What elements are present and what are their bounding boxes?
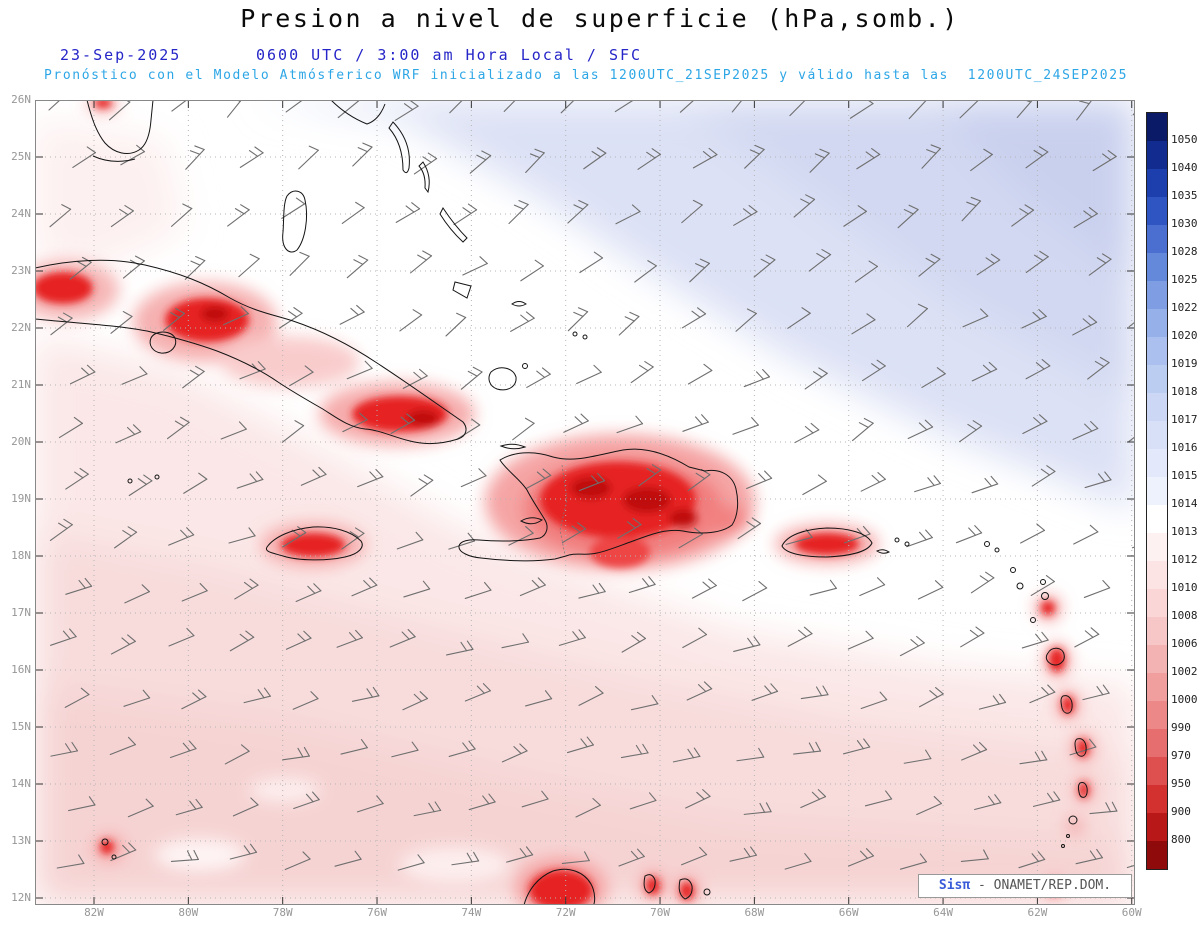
- colorbar-band: [1147, 281, 1167, 309]
- lat-label: 13N: [11, 834, 31, 847]
- pressure-colorbar: [1146, 112, 1168, 870]
- colorbar-label: 1019: [1171, 357, 1198, 370]
- lon-label: 62W: [1027, 906, 1048, 919]
- lon-label: 80W: [178, 906, 199, 919]
- lat-label: 20N: [11, 435, 31, 448]
- lon-label: 78W: [272, 906, 293, 919]
- lat-label: 14N: [11, 777, 31, 790]
- colorbar-label: 1012: [1171, 553, 1198, 566]
- lat-label: 12N: [11, 891, 31, 904]
- colorbar-band: [1147, 421, 1167, 449]
- colorbar-band: [1147, 673, 1167, 701]
- axis-ticks: [35, 100, 1135, 905]
- lat-label: 23N: [11, 264, 31, 277]
- lat-label: 19N: [11, 492, 31, 505]
- lat-label: 21N: [11, 378, 31, 391]
- colorbar-label: 1035: [1171, 189, 1198, 202]
- colorbar-label: 1050: [1171, 133, 1198, 146]
- lat-label: 16N: [11, 663, 31, 676]
- colorbar-band: [1147, 393, 1167, 421]
- colorbar-band: [1147, 169, 1167, 197]
- colorbar-label: 1017: [1171, 413, 1198, 426]
- colorbar-band: [1147, 309, 1167, 337]
- lon-label: 82W: [84, 906, 104, 919]
- watermark-brand: Sisπ: [938, 878, 971, 893]
- colorbar-label: 1006: [1171, 637, 1198, 650]
- colorbar-band: [1147, 225, 1167, 253]
- map-area: [35, 100, 1135, 905]
- colorbar-label: 1020: [1171, 329, 1198, 342]
- lon-label: 70W: [650, 906, 670, 919]
- colorbar-band: [1147, 813, 1167, 841]
- valid-time: 0600 UTC / 3:00 am Hora Local / SFC: [256, 46, 643, 64]
- pressure-shading: [35, 100, 1135, 905]
- colorbar-band: [1147, 365, 1167, 393]
- colorbar-band: [1147, 589, 1167, 617]
- map-frame: [35, 100, 1135, 905]
- colorbar-band: [1147, 729, 1167, 757]
- colorbar-label: 1010: [1171, 581, 1198, 594]
- colorbar-band: [1147, 841, 1167, 869]
- forecast-note: Pronóstico con el Modelo Atmósferico WRF…: [44, 68, 1129, 83]
- colorbar-label: 990: [1171, 721, 1191, 734]
- colorbar-band: [1147, 477, 1167, 505]
- colorbar-label: 1018: [1171, 385, 1198, 398]
- lon-label: 60W: [1121, 906, 1142, 919]
- watermark-org: - ONAMET/REP.DOM.: [970, 878, 1112, 893]
- colorbar-band: [1147, 505, 1167, 533]
- colorbar-label: 1016: [1171, 441, 1198, 454]
- run-date: 23-Sep-2025: [60, 46, 182, 64]
- lat-label: 17N: [11, 606, 31, 619]
- colorbar-bands: [1147, 113, 1167, 869]
- lat-label: 25N: [11, 150, 31, 163]
- colorbar-label: 1028: [1171, 245, 1198, 258]
- lon-label: 72W: [555, 906, 576, 919]
- grid-lines: [35, 100, 1135, 905]
- colorbar-label: 1025: [1171, 273, 1198, 286]
- colorbar-band: [1147, 113, 1167, 141]
- colorbar-label: 900: [1171, 805, 1191, 818]
- colorbar-band: [1147, 449, 1167, 477]
- colorbar-label: 1013: [1171, 525, 1198, 538]
- colorbar-band: [1147, 141, 1167, 169]
- colorbar-label: 1015: [1171, 469, 1198, 482]
- lat-label: 15N: [11, 720, 31, 733]
- colorbar-label: 950: [1171, 777, 1191, 790]
- colorbar-band: [1147, 533, 1167, 561]
- colorbar-band: [1147, 253, 1167, 281]
- colorbar-label: 1040: [1171, 161, 1198, 174]
- lat-label: 18N: [11, 549, 31, 562]
- colorbar-label: 1014: [1171, 497, 1198, 510]
- colorbar-band: [1147, 785, 1167, 813]
- colorbar-band: [1147, 561, 1167, 589]
- lon-label: 76W: [367, 906, 387, 919]
- colorbar-label: 800: [1171, 833, 1191, 846]
- colorbar-label: 1022: [1171, 301, 1198, 314]
- lon-label: 64W: [933, 906, 953, 919]
- colorbar-label: 970: [1171, 749, 1191, 762]
- colorbar-band: [1147, 617, 1167, 645]
- page-title: Presion a nivel de superficie (hPa,somb.…: [240, 4, 960, 33]
- lon-label: 66W: [838, 906, 859, 919]
- wind-barbs: [48, 100, 1135, 871]
- colorbar-label: 1030: [1171, 217, 1198, 230]
- colorbar-band: [1147, 645, 1167, 673]
- colorbar-band: [1147, 757, 1167, 785]
- colorbar-band: [1147, 337, 1167, 365]
- colorbar-label: 1002: [1171, 665, 1198, 678]
- colorbar-label: 1008: [1171, 609, 1198, 622]
- pressure-map-svg: [35, 100, 1135, 905]
- lat-label: 24N: [11, 207, 31, 220]
- lon-label: 68W: [744, 906, 765, 919]
- colorbar-band: [1147, 197, 1167, 225]
- coastlines: [35, 100, 1088, 905]
- watermark: Sisπ - ONAMET/REP.DOM.: [918, 874, 1132, 898]
- colorbar-label: 1000: [1171, 693, 1198, 706]
- colorbar-band: [1147, 701, 1167, 729]
- lat-label: 22N: [11, 321, 31, 334]
- lat-label: 26N: [11, 93, 31, 106]
- lon-label: 74W: [461, 906, 482, 919]
